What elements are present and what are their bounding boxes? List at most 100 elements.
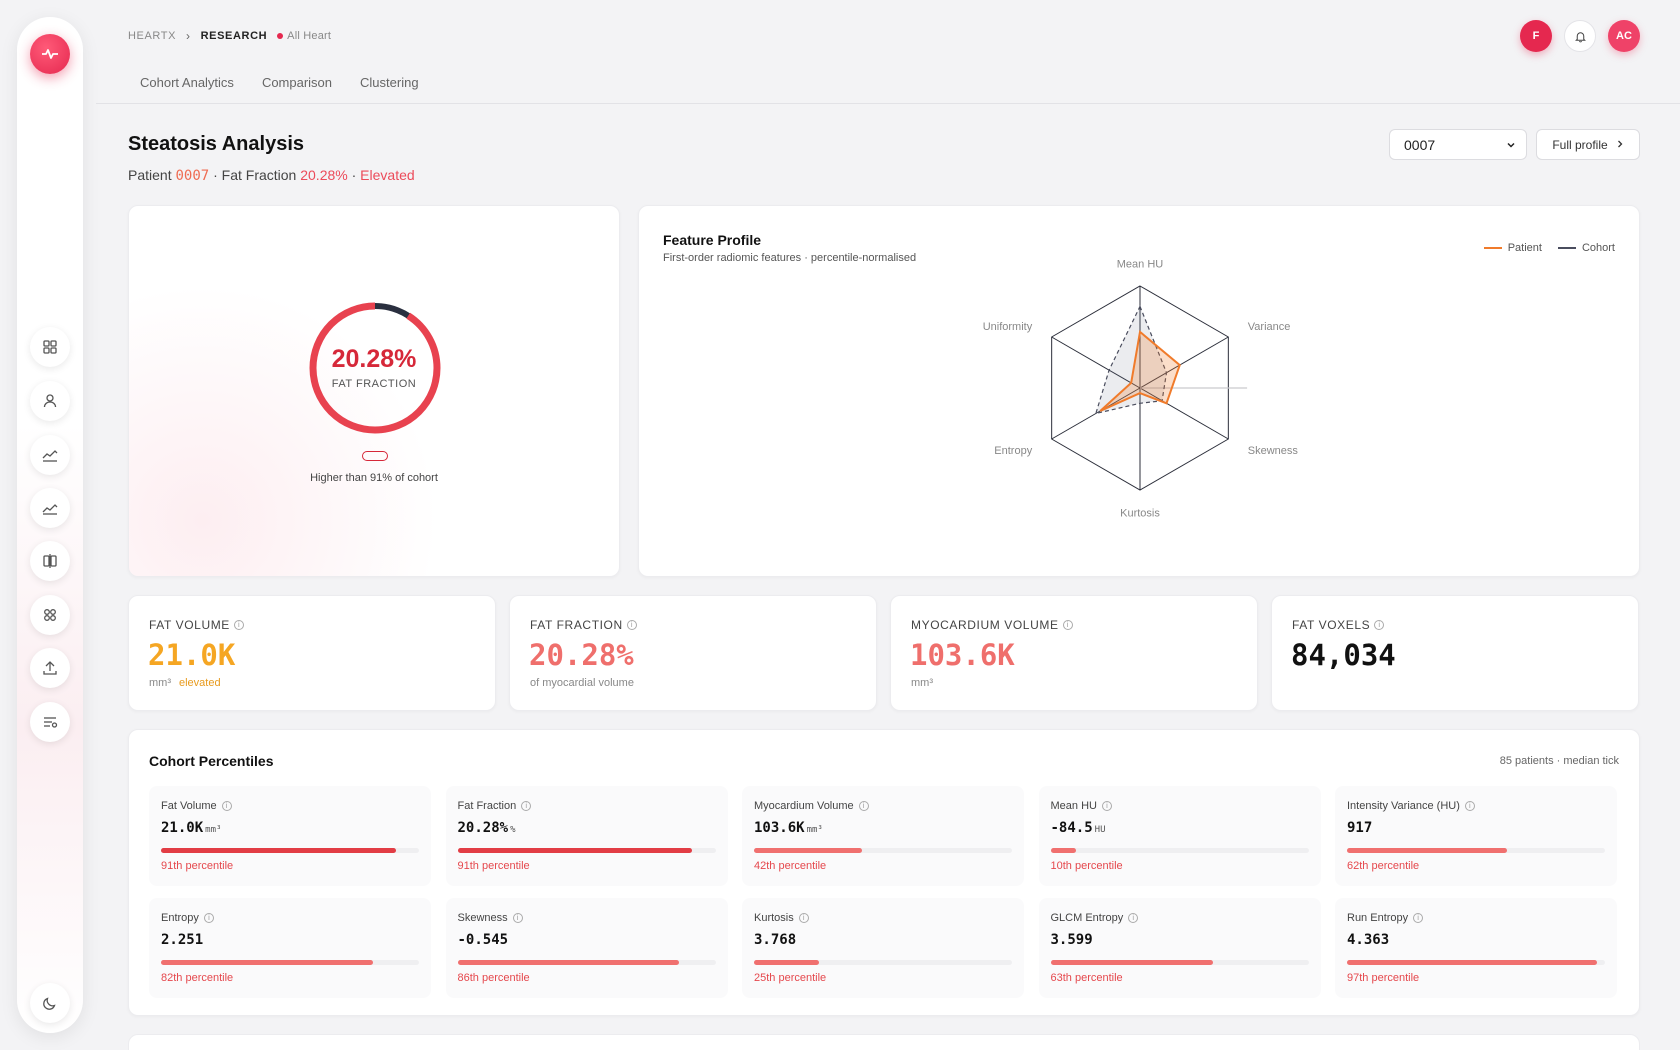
percentile-value: 3.768 (754, 932, 796, 948)
percentile-value: 4.363 (1347, 932, 1389, 948)
full-profile-label: Full profile (1552, 137, 1608, 152)
percentile-value-text: 3.768 (754, 932, 797, 948)
stat-unit: mm³ (149, 677, 171, 689)
gauge-note: Higher than 91% of cohort (310, 472, 438, 484)
percentile-value-text: 917 (1347, 820, 1373, 836)
stat-unit: of myocardial volume (530, 677, 634, 689)
info-icon[interactable]: i (858, 801, 869, 811)
upload-icon[interactable] (30, 648, 70, 688)
info-icon[interactable]: i (1374, 620, 1385, 630)
tab-cohort-analytics[interactable]: Cohort Analytics (140, 75, 234, 90)
area-chart-icon[interactable] (30, 435, 70, 475)
full-profile-button[interactable]: Full profile (1536, 129, 1640, 160)
stat-card-fat-volume: FAT VOLUME i 21.0K mm³ elevated (128, 595, 496, 711)
percentile-bar-fill (1347, 848, 1507, 853)
radar-spoke (1051, 336, 1141, 389)
info-icon[interactable]: i (221, 801, 232, 811)
user-initial-button[interactable]: F (1520, 20, 1552, 52)
avatar[interactable]: AC (1608, 20, 1640, 52)
percentile-name: Mean HU i (1051, 800, 1112, 812)
percentile-name-text: Fat Fraction (457, 800, 517, 812)
chevron-down-icon (1506, 137, 1516, 153)
radar-axis-label: Uniformity (983, 321, 1033, 333)
breadcrumb-current[interactable]: RESEARCH (200, 30, 268, 42)
dark-mode-moon-icon[interactable] (30, 983, 70, 1023)
percentile-track (1347, 848, 1605, 853)
percentile-track (1347, 960, 1605, 965)
patient-select[interactable]: 0007 (1389, 129, 1527, 160)
percentile-value: 917 (1347, 820, 1372, 836)
radar-title: Feature Profile (663, 232, 762, 248)
percentile-label: 97th percentile (1347, 972, 1420, 984)
fat-fraction-value: 20.28% (300, 167, 348, 183)
stat-label-text: FAT VOLUME (149, 618, 230, 632)
percentile-name: GLCM Entropy i (1051, 912, 1139, 924)
percentile-track (754, 960, 1012, 965)
percentile-name-text: Fat Volume (161, 800, 217, 812)
patient-id: 0007 (175, 168, 210, 184)
info-icon[interactable]: i (1413, 913, 1424, 923)
dashboard-grid-icon[interactable] (30, 327, 70, 367)
radar-axis-label: Entropy (994, 445, 1032, 457)
percentile-label: 10th percentile (1050, 860, 1123, 872)
compare-columns-icon[interactable] (30, 541, 70, 581)
stat-note: elevated (179, 677, 221, 689)
user-icon[interactable] (30, 381, 70, 421)
percentiles-title: Cohort Percentiles (149, 753, 274, 769)
info-icon[interactable]: i (1101, 801, 1112, 811)
stat-value: 20.28% (529, 638, 634, 672)
percentile-name: Skewness i (458, 912, 523, 924)
breadcrumb: HEARTX › RESEARCH All Heart (128, 29, 331, 43)
percentile-track (161, 960, 419, 965)
breadcrumb-root[interactable]: HEARTX (128, 30, 177, 42)
percentile-tile: Myocardium Volume i 103.6K mm³ 42th percenti… (742, 786, 1024, 886)
legend-patient: Patient (1483, 242, 1542, 254)
info-icon[interactable]: i (521, 801, 532, 811)
info-icon[interactable]: i (512, 913, 523, 923)
notifications-bell-icon[interactable] (1564, 20, 1596, 52)
radar-series-cohort (1094, 304, 1168, 415)
stat-footer: mm³ elevated (149, 677, 221, 689)
percentile-tile: Entropy i 2.251 82th percentile (149, 898, 431, 998)
info-icon[interactable]: i (1062, 620, 1073, 630)
percentile-value-text: 3.599 (1050, 932, 1093, 948)
percentile-value: -0.545 (458, 932, 509, 948)
percentile-track (1050, 848, 1309, 853)
list-settings-icon[interactable] (30, 702, 70, 742)
radar-axis-label: Mean HU (1117, 259, 1164, 271)
subtitle-prefix: Patient (128, 167, 176, 183)
info-icon[interactable]: i (1128, 913, 1139, 923)
percentile-name: Run Entropy i (1347, 912, 1424, 924)
radar-spoke (1139, 336, 1229, 389)
percentile-track (754, 848, 1012, 853)
tab-clustering[interactable]: Clustering (360, 75, 419, 90)
stat-card-fat-voxels: FAT VOXELS i 84,034 (1271, 595, 1639, 711)
percentile-label: 86th percentile (457, 972, 530, 984)
stat-card-myocardium-volume: MYOCARDIUM VOLUME i 103.6K mm³ (890, 595, 1258, 711)
percentile-bar-fill (754, 848, 863, 853)
stat-label: FAT VOXELS i (1292, 618, 1385, 632)
header-actions: F AC (1520, 20, 1640, 52)
stat-label: FAT VOLUME i (149, 618, 244, 632)
tab-comparison[interactable]: Comparison (261, 75, 333, 90)
percentile-value: 3.599 (1051, 932, 1093, 948)
radar-spoke (1139, 387, 1229, 440)
info-icon[interactable]: i (798, 913, 809, 923)
gauge-arc (309, 302, 441, 434)
percentile-track (457, 848, 716, 853)
info-icon[interactable]: i (233, 620, 244, 630)
stat-unit: mm³ (911, 677, 933, 689)
percentile-name-text: Skewness (457, 912, 508, 924)
stat-label-text: MYOCARDIUM VOLUME (911, 618, 1059, 632)
percentile-bar-fill (457, 960, 680, 965)
percentile-tile: Fat Fraction i 20.28%% 91th percentile (445, 786, 728, 886)
feature-profile-card: Feature Profile First-order radiomic fea… (638, 205, 1640, 577)
heartbeat-logo-icon[interactable] (30, 34, 70, 74)
status-label: Elevated (360, 167, 415, 183)
info-icon[interactable]: i (626, 620, 637, 630)
clusters-icon[interactable] (30, 595, 70, 635)
line-chart-icon[interactable] (30, 488, 70, 528)
info-icon[interactable]: i (1464, 801, 1475, 811)
info-icon[interactable]: i (203, 913, 214, 923)
percentile-unit: % (510, 825, 516, 835)
